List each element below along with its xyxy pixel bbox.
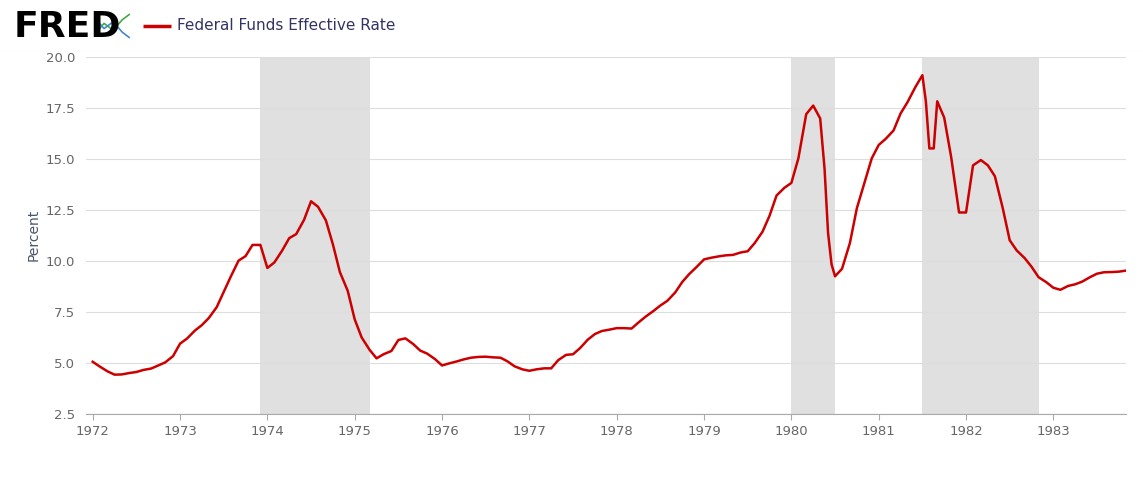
Text: FRED: FRED	[14, 10, 121, 44]
Bar	[261, 57, 369, 414]
Text: Federal Funds Effective Rate: Federal Funds Effective Rate	[177, 18, 395, 33]
Bar	[791, 57, 836, 414]
Y-axis label: Percent: Percent	[26, 209, 40, 261]
Bar	[922, 57, 1039, 414]
